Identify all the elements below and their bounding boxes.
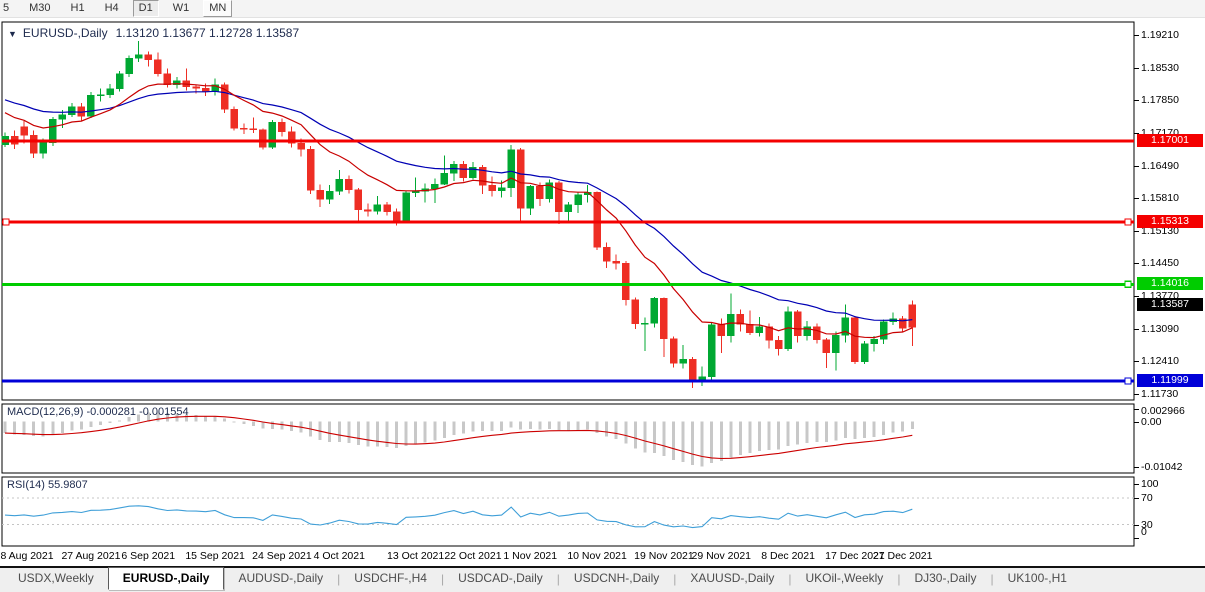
timeframe-button-h4[interactable]: H4 bbox=[104, 2, 119, 14]
price-tick-label: 1.12410 bbox=[1141, 355, 1179, 368]
tab-eurusd-daily[interactable]: EURUSD-,Daily bbox=[107, 567, 225, 590]
price-tick-label: 1.11730 bbox=[1141, 388, 1179, 401]
chart-symbol-period: EURUSD-,Daily bbox=[22, 26, 108, 40]
tab-separator: | bbox=[556, 571, 560, 586]
price-tick-label: 1.19210 bbox=[1141, 29, 1179, 41]
rsi-tick-label: 30 bbox=[1141, 518, 1153, 531]
timeframe-button-5[interactable]: 5 bbox=[3, 2, 10, 14]
macd-indicator-label: MACD(12,26,9) -0.000281 -0.001554 bbox=[7, 406, 189, 418]
chart-canvas[interactable] bbox=[0, 0, 1205, 566]
hline-handle-left[interactable] bbox=[2, 218, 10, 226]
ma-fast-line bbox=[4, 83, 913, 339]
tab-ukoil-weekly[interactable]: UKOil-,Weekly bbox=[805, 571, 884, 585]
date-axis: 18 Aug 2021 27 Aug 2021 6 Sep 2021 15 Sep 2… bbox=[0, 550, 1205, 564]
price-label-1.17001: 1.17001 bbox=[1137, 134, 1203, 148]
price-tick-label: 1.13090 bbox=[1141, 322, 1179, 335]
tab-separator: | bbox=[990, 571, 994, 586]
tab-separator: | bbox=[440, 571, 445, 586]
rsi-tick-label: 0 bbox=[1141, 526, 1147, 538]
tab-separator: | bbox=[897, 571, 901, 586]
date-tick-label: 27 Aug 2021 bbox=[61, 550, 121, 562]
current-price-label: 1.13587 bbox=[1137, 297, 1203, 311]
price-tick-label: 1.14450 bbox=[1141, 257, 1179, 270]
chart-dropdown-icon[interactable]: ▼ bbox=[8, 29, 17, 39]
timeframe-button-w1[interactable]: W1 bbox=[172, 2, 190, 14]
date-tick-label: 15 Sep 2021 bbox=[185, 550, 245, 562]
date-tick-label: 22 Oct 2021 bbox=[444, 550, 502, 562]
macd-tick-label: 0.002966 bbox=[1141, 405, 1185, 417]
rsi-tick-label: 70 bbox=[1141, 492, 1153, 504]
price-label-1.11999: 1.11999 bbox=[1137, 374, 1203, 388]
tab-usdcad-daily[interactable]: USDCAD-,Daily bbox=[458, 571, 543, 585]
rsi-line bbox=[4, 505, 913, 529]
chart-title: ▼ EURUSD-,Daily 1.13120 1.13677 1.12728 1.… bbox=[8, 26, 299, 40]
ma-slow-line bbox=[4, 90, 913, 322]
chart-ohlc-values: 1.13120 1.13677 1.12728 1.13587 bbox=[115, 26, 300, 40]
tab-separator: | bbox=[673, 571, 677, 586]
timeframe-button-mn[interactable]: MN bbox=[203, 0, 233, 17]
macd-tick-label: -0.01042 bbox=[1141, 460, 1183, 473]
timeframe-button-d1[interactable]: D1 bbox=[132, 0, 159, 17]
hline-handle-right[interactable] bbox=[1124, 377, 1132, 385]
rsi-indicator-label: RSI(14) 55.9807 bbox=[7, 479, 88, 491]
date-tick-label: 8 Dec 2021 bbox=[761, 550, 815, 562]
tab-audusd-daily[interactable]: AUDUSD-,Daily bbox=[238, 571, 324, 585]
timeframe-button-h1[interactable]: H1 bbox=[70, 2, 85, 14]
date-tick-label: 27 Dec 2021 bbox=[872, 550, 933, 562]
date-tick-label: 29 Nov 2021 bbox=[691, 550, 752, 562]
tab-usdcnh-daily[interactable]: USDCNH-,Daily bbox=[573, 571, 660, 585]
rsi-tick-label: 100 bbox=[1141, 478, 1159, 490]
tab-usdx-weekly[interactable]: USDX,Weekly bbox=[18, 571, 94, 585]
macd-pane bbox=[1, 403, 1135, 474]
price-label-1.14016: 1.14016 bbox=[1137, 277, 1203, 291]
date-tick-label: 1 Nov 2021 bbox=[503, 550, 558, 562]
chart-window: ▼ EURUSD-,Daily 1.13120 1.13677 1.12728 1.… bbox=[0, 0, 1205, 566]
macd-tick-label: 0.00 bbox=[1141, 415, 1162, 428]
date-tick-label: 24 Sep 2021 bbox=[252, 550, 312, 562]
hline-handle-right[interactable] bbox=[1124, 280, 1132, 288]
date-tick-label: 13 Oct 2021 bbox=[387, 550, 445, 562]
tab-dj30-daily[interactable]: DJ30-,Daily bbox=[914, 571, 977, 585]
macd-signal-line bbox=[4, 415, 913, 460]
rsi-pane bbox=[1, 476, 1135, 547]
tab-usdchf-h4[interactable]: USDCHF-,H4 bbox=[354, 571, 427, 585]
tab-xauusd-daily[interactable]: XAUUSD-,Daily bbox=[690, 571, 775, 585]
date-tick-label: 4 Oct 2021 bbox=[313, 550, 365, 562]
price-tick-label: 1.18530 bbox=[1141, 61, 1179, 74]
tab-separator: | bbox=[788, 571, 792, 586]
timeframe-toolbar: 5 M30 H1 H4 D1 W1 MN bbox=[0, 0, 1205, 18]
date-tick-label: 19 Nov 2021 bbox=[634, 550, 694, 562]
date-tick-label: 10 Nov 2021 bbox=[567, 550, 627, 562]
tab-uk100-h1[interactable]: UK100-,H1 bbox=[1007, 571, 1067, 585]
price-tick-label: 1.17850 bbox=[1141, 94, 1179, 107]
date-tick-label: 17 Dec 2021 bbox=[825, 550, 885, 562]
tab-separator: | bbox=[337, 571, 341, 586]
chart-tabs: USDX,Weekly EURUSD-,Daily AUDUSD-,Daily | US… bbox=[4, 567, 1081, 590]
timeframe-button-m30[interactable]: M30 bbox=[29, 2, 51, 14]
hline-handle-right[interactable] bbox=[1124, 218, 1132, 226]
date-tick-label: 6 Sep 2021 bbox=[121, 550, 176, 562]
date-tick-label: 18 Aug 2021 bbox=[0, 550, 54, 562]
price-label-1.15313: 1.15313 bbox=[1137, 215, 1203, 229]
chart-tab-bar: USDX,Weekly EURUSD-,Daily AUDUSD-,Daily | US… bbox=[0, 566, 1205, 592]
price-tick-label: 1.15810 bbox=[1141, 192, 1179, 205]
price-tick-label: 1.16490 bbox=[1141, 159, 1179, 172]
